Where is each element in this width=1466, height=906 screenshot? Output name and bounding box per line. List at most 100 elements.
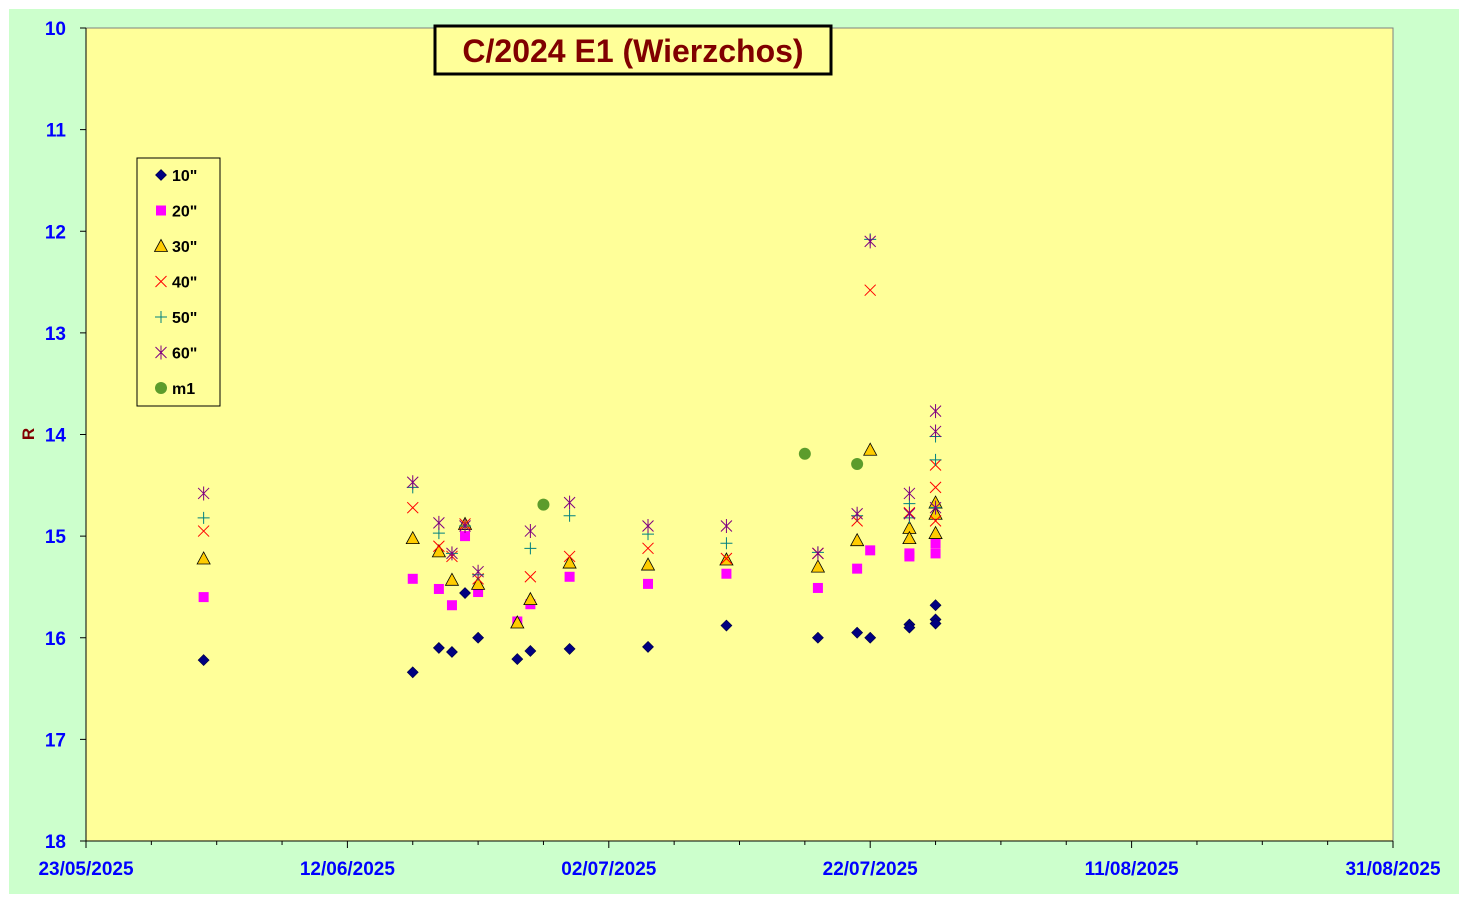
data-point: [564, 571, 575, 582]
data-point: [406, 666, 419, 679]
data-point: [851, 626, 864, 639]
data-point: [929, 481, 942, 494]
y-tick-label: 11: [46, 121, 67, 142]
data-point: [864, 631, 877, 644]
data-point: [903, 506, 916, 521]
data-point: [196, 551, 211, 565]
data-point: [406, 475, 419, 490]
data-point: [720, 518, 733, 533]
data-point: [812, 582, 823, 593]
legend-marker: [155, 311, 167, 323]
x-tick-label: 23/05/2025: [38, 859, 134, 880]
data-point: [720, 537, 733, 550]
y-tick-label: 16: [45, 629, 66, 650]
data-point: [407, 573, 418, 584]
data-point: [563, 643, 576, 655]
data-point: [930, 548, 941, 559]
data-point: [470, 576, 486, 590]
data-point: [929, 424, 942, 439]
data-point: [929, 515, 942, 527]
y-tick-label: 12: [45, 222, 66, 243]
x-tick-label: 22/07/2025: [823, 859, 919, 880]
data-point: [929, 453, 942, 466]
data-point: [432, 641, 445, 654]
data-point: [524, 524, 537, 539]
series-0: [197, 587, 942, 679]
data-point: [863, 442, 878, 456]
chart-title-box: C/2024 E1 (Wierzchos): [433, 24, 833, 76]
data-point: [524, 570, 537, 583]
y-tick-label: 15: [45, 527, 67, 548]
legend-label: 50": [172, 310, 197, 327]
data-point: [405, 530, 420, 545]
data-point: [433, 540, 445, 553]
x-tick-label: 12/06/2025: [300, 859, 396, 880]
data-point: [851, 506, 863, 521]
y-tick-label: 14: [45, 426, 67, 447]
data-point: [642, 518, 654, 533]
series-2: [196, 442, 943, 629]
data-point: [903, 486, 916, 501]
data-point: [810, 559, 826, 573]
data-point: [563, 550, 576, 563]
data-point: [563, 509, 576, 522]
data-point: [904, 551, 915, 562]
data-point: [472, 631, 485, 644]
data-point: [642, 640, 654, 653]
legend-label: 20": [172, 204, 197, 221]
data-point: [720, 552, 733, 565]
data-point: [523, 591, 538, 606]
data-point: [197, 654, 210, 667]
y-axis-title: R: [19, 428, 38, 440]
data-point: [864, 284, 877, 297]
data-point: [929, 500, 942, 515]
data-point: [433, 583, 444, 594]
data-point: [446, 600, 457, 611]
data-point: [865, 545, 876, 556]
data-point: [798, 447, 811, 460]
data-point: [562, 555, 577, 569]
plot-area: [85, 27, 1394, 842]
data-point: [903, 621, 916, 634]
data-point: [511, 653, 524, 666]
legend-marker: [155, 169, 167, 181]
data-point: [537, 498, 550, 511]
data-point: [640, 557, 656, 571]
legend-label: 10": [172, 168, 197, 185]
series-6: [537, 447, 864, 511]
data-point: [433, 515, 445, 530]
data-point: [197, 486, 210, 501]
data-point: [929, 617, 942, 630]
series-layer: [196, 233, 943, 679]
data-point: [459, 518, 471, 533]
legend-frame: [136, 157, 221, 407]
data-point: [720, 619, 733, 632]
data-point: [406, 501, 419, 514]
data-point: [459, 587, 471, 599]
data-point: [197, 525, 210, 537]
data-point: [852, 563, 863, 574]
data-point: [851, 457, 864, 470]
y-tick-label: 18: [45, 832, 66, 853]
series-5: [197, 234, 942, 579]
data-point: [524, 645, 537, 657]
chart-title-frame: [433, 24, 833, 76]
data-point: [198, 592, 209, 603]
legend-marker: [155, 275, 167, 288]
data-point: [642, 542, 654, 555]
data-point: [197, 511, 210, 524]
y-tick-label: 17: [45, 730, 66, 751]
data-point: [929, 404, 942, 419]
axes: 10 11 12 13 14 15 16 17 18 23/05/2025 12/06/2025 02…: [38, 19, 1441, 880]
legend-marker: [155, 382, 167, 394]
legend-label: m1: [172, 381, 195, 398]
data-point: [431, 544, 447, 558]
data-point: [446, 646, 458, 658]
legend-label: 40": [172, 275, 197, 292]
data-point: [524, 542, 537, 555]
data-point: [444, 572, 460, 586]
data-point: [721, 568, 732, 579]
data-point: [849, 532, 865, 547]
